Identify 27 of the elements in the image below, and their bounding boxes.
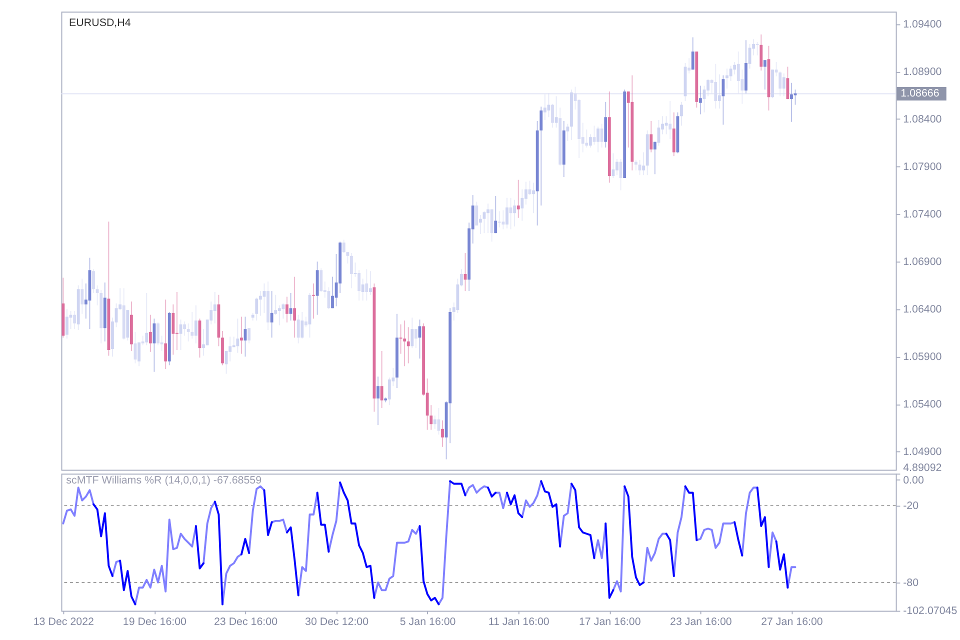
x-tick-label: 23 Dec 16:00 bbox=[214, 616, 278, 628]
x-tick-label: 19 Dec 16:00 bbox=[122, 616, 187, 628]
y-tick-label: 1.08900 bbox=[903, 66, 942, 78]
y-tick-label: 1.06400 bbox=[903, 304, 942, 316]
y-tick-label: 0.00 bbox=[903, 474, 924, 486]
x-tick-label: 23 Jan 16:00 bbox=[670, 616, 732, 628]
text: EURUSD,H4 bbox=[69, 17, 131, 30]
x-tick-label: 30 Dec 12:00 bbox=[304, 616, 369, 628]
y-tick-label: 1.04900 bbox=[903, 446, 942, 458]
y-tick-label: 1.08400 bbox=[903, 113, 942, 126]
y-tick-label: 1.05900 bbox=[903, 351, 942, 364]
ref-line-label: 1.08666 bbox=[900, 88, 940, 100]
y-tick-label: -20 bbox=[903, 500, 919, 512]
x-tick-label: 13 Dec 2022 bbox=[33, 616, 94, 628]
x-tick-label: 11 Jan 16:00 bbox=[488, 616, 550, 628]
y-tick-label: -80 bbox=[903, 576, 919, 589]
y-tick-label: 1.07400 bbox=[903, 208, 942, 220]
y-tick-label: 4.89092 bbox=[903, 462, 942, 474]
y-tick-label: 1.09400 bbox=[903, 18, 942, 30]
x-tick-label: 17 Jan 16:00 bbox=[578, 616, 641, 628]
y-tick-label: 1.07900 bbox=[903, 160, 942, 173]
x-tick-label: 5 Jan 16:00 bbox=[400, 616, 456, 628]
y-tick-label: 1.06900 bbox=[903, 256, 942, 268]
chart-title: scMTF Williams %R (14,0,0,1) -67.68559 bbox=[66, 474, 262, 486]
y-tick-label: -102.07045 bbox=[903, 605, 958, 618]
y-tick-label: 1.05400 bbox=[903, 398, 942, 411]
x-tick-label: 27 Jan 16:00 bbox=[761, 616, 823, 628]
